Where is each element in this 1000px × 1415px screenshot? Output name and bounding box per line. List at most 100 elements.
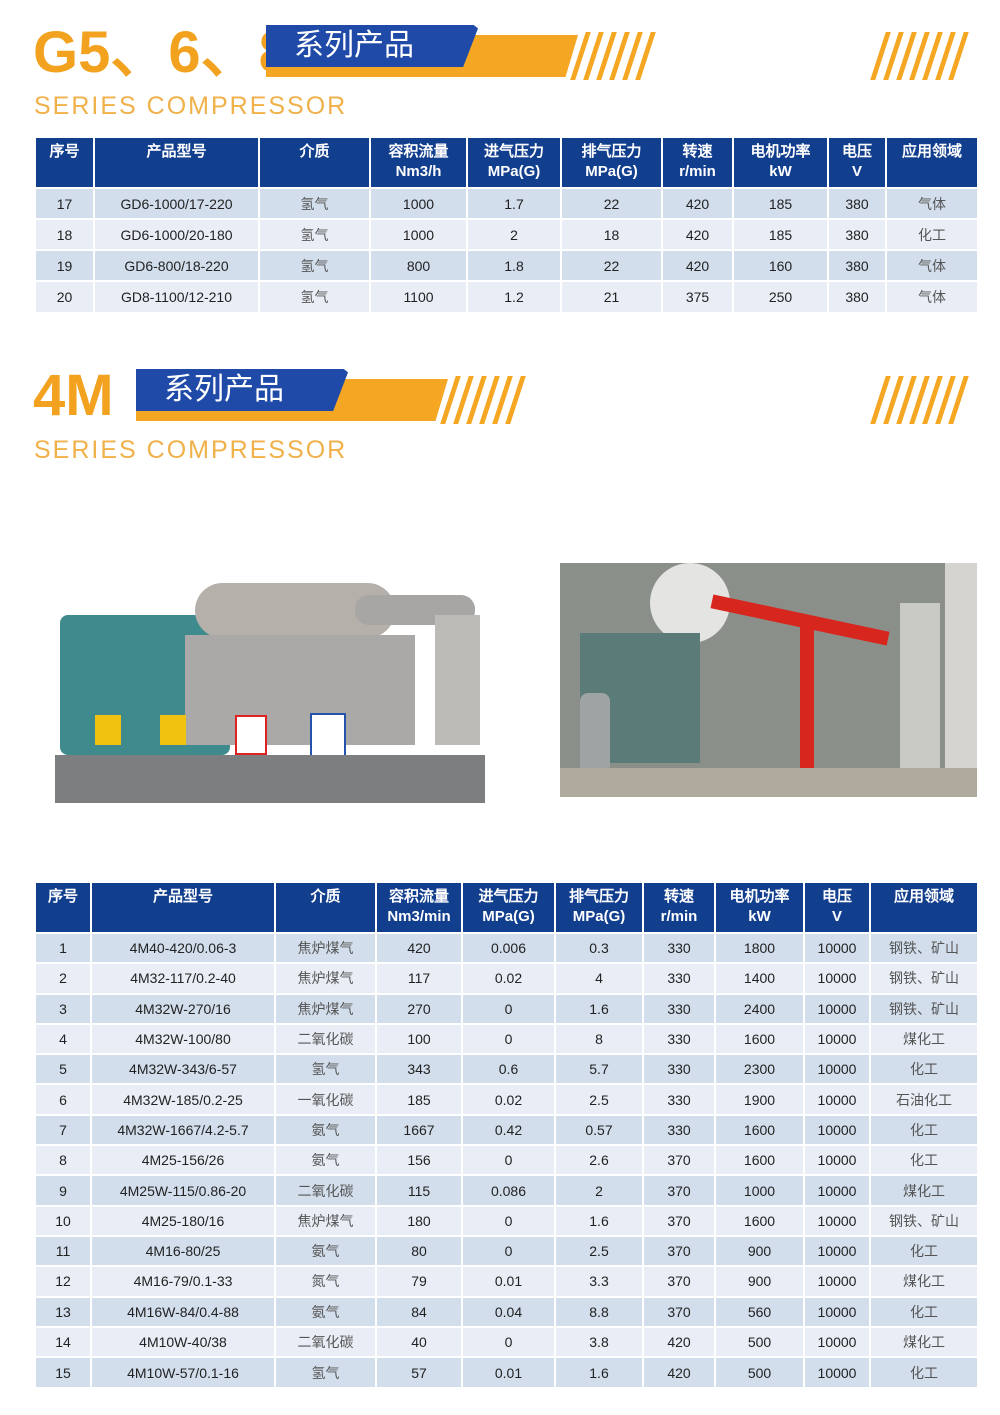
table-cell: 焦炉煤气 <box>275 1204 377 1236</box>
section1-band-label: 系列产品 <box>266 25 478 67</box>
table-cell: 21 <box>561 280 663 312</box>
column-header: 进气压力 MPa(G) <box>467 138 562 188</box>
table-cell: 1.7 <box>467 187 562 219</box>
section1-title: G5、6、8 <box>33 20 291 85</box>
table-cell: 氨气 <box>275 1295 377 1327</box>
table-cell: 10000 <box>804 1356 871 1388</box>
table-cell: 4M10W-57/0.1-16 <box>91 1356 276 1388</box>
column-header: 应用领域 <box>870 883 979 933</box>
table-cell: 84 <box>376 1295 463 1327</box>
table-row: 4 4M32W-100/80 二氧化碳 100 0 8 330 1600 10000 煤化工 <box>36 1022 979 1055</box>
table-cell: 250 <box>733 280 829 312</box>
table-cell: 1000 <box>370 187 468 219</box>
table-cell: 2 <box>36 962 92 994</box>
table-cell: 氢气 <box>259 280 371 312</box>
table-row: 10 4M25-180/16 焦炉煤气 180 0 1.6 370 1600 10000 钢铁、矿… <box>36 1204 979 1236</box>
table-cell: 7 <box>36 1113 92 1146</box>
table-cell: 9 <box>36 1174 92 1206</box>
table-cell: 0 <box>462 1144 556 1176</box>
table-cell: 4M16W-84/0.4-88 <box>91 1295 276 1327</box>
column-header: 容积流量 Nm3/min <box>376 883 463 933</box>
table-cell: 185 <box>376 1083 463 1115</box>
column-header: 电机功率 kW <box>715 883 805 933</box>
column-header: 介质 <box>259 138 371 188</box>
table-cell: 4M32W-185/0.2-25 <box>91 1083 276 1115</box>
table-cell: 4M16-79/0.1-33 <box>91 1265 276 1297</box>
table-cell: 氨气 <box>275 1234 377 1267</box>
table-cell: 煤化工 <box>870 1265 979 1297</box>
table-cell: 1600 <box>715 1144 805 1176</box>
table-cell: 6 <box>36 1083 92 1115</box>
table-cell: 22 <box>561 187 663 219</box>
table-cell: 18 <box>561 218 663 250</box>
header-row: 序号 产品型号 介质 容积流量 Nm3/h 进气压力 MPa(G) 排气压力 MPa(G) 转速 r… <box>36 138 979 188</box>
table-row: 5 4M32W-343/6-57 氢气 343 0.6 5.7 330 2300 10000 化工 <box>36 1053 979 1085</box>
table-cell: 1600 <box>715 1022 805 1055</box>
table-cell: 330 <box>643 962 716 994</box>
table-cell: 1000 <box>370 218 468 250</box>
table-cell: 0.6 <box>462 1053 556 1085</box>
table-cell: 10000 <box>804 962 871 994</box>
table-cell: 0.3 <box>555 931 644 964</box>
table-cell: 2400 <box>715 992 805 1024</box>
table-cell: 1900 <box>715 1083 805 1115</box>
decorative-stripes <box>870 376 969 424</box>
table-row: 1 4M40-420/0.06-3 焦炉煤气 420 0.006 0.3 330 1800 10… <box>36 931 979 964</box>
table-cell: 10 <box>36 1204 92 1236</box>
table-cell: 8 <box>555 1022 644 1055</box>
table-row: 19 GD6-800/18-220 氢气 800 1.8 22 420 160 380 气体 <box>36 249 979 281</box>
table-cell: 370 <box>643 1144 716 1176</box>
table-cell: GD6-1000/17-220 <box>94 187 260 219</box>
table-cell: 1.6 <box>555 1204 644 1236</box>
table-cell: 0 <box>462 1022 556 1055</box>
table-cell: 化工 <box>870 1295 979 1327</box>
table-cell: 0 <box>462 1325 556 1358</box>
table-cell: 4M32W-270/16 <box>91 992 276 1024</box>
table-cell: 钢铁、矿山 <box>870 931 979 964</box>
table-cell: 4 <box>36 1022 92 1055</box>
table-cell: 420 <box>643 1356 716 1388</box>
table-cell: 10000 <box>804 931 871 964</box>
compressor-photo-left <box>55 575 485 803</box>
section1-subtitle: SERIES COMPRESSOR <box>34 92 348 120</box>
table-cell: 57 <box>376 1356 463 1388</box>
table-cell: 330 <box>643 1083 716 1115</box>
table-row: 11 4M16-80/25 氨气 80 0 2.5 370 900 10000 化工 <box>36 1234 979 1267</box>
decorative-stripes <box>870 32 969 80</box>
compressor-photo-right <box>560 563 977 797</box>
column-header: 电机功率 kW <box>733 138 829 188</box>
column-header: 排气压力 MPa(G) <box>561 138 663 188</box>
table-cell: 气体 <box>886 187 979 219</box>
table-cell: 560 <box>715 1295 805 1327</box>
table-cell: 气体 <box>886 249 979 281</box>
table-cell: GD8-1100/12-210 <box>94 280 260 312</box>
column-header: 排气压力 MPa(G) <box>555 883 644 933</box>
table-cell: 1667 <box>376 1113 463 1146</box>
table-cell: 370 <box>643 1295 716 1327</box>
table-cell: 2.6 <box>555 1144 644 1176</box>
table-cell: 420 <box>376 931 463 964</box>
table-row: 17 GD6-1000/17-220 氢气 1000 1.7 22 420 185 380 气体 <box>36 187 979 219</box>
table-row: 7 4M32W-1667/4.2-5.7 氨气 1667 0.42 0.57 330 1600… <box>36 1113 979 1146</box>
table-cell: 500 <box>715 1356 805 1388</box>
section2-band: 系列产品 <box>136 369 448 421</box>
table-cell: 氢气 <box>259 249 371 281</box>
table-cell: GD6-800/18-220 <box>94 249 260 281</box>
table-cell: 370 <box>643 1234 716 1267</box>
table-cell: 钢铁、矿山 <box>870 962 979 994</box>
table-cell: 10000 <box>804 1083 871 1115</box>
table-cell: 4M32-117/0.2-40 <box>91 962 276 994</box>
table-cell: 900 <box>715 1265 805 1297</box>
table-cell: 4M32W-343/6-57 <box>91 1053 276 1085</box>
table-cell: 500 <box>715 1325 805 1358</box>
table-row: 15 4M10W-57/0.1-16 氢气 57 0.01 1.6 420 500 10000 化… <box>36 1356 979 1388</box>
column-header: 产品型号 <box>94 138 260 188</box>
table-cell: 2 <box>555 1174 644 1206</box>
table-cell: 化工 <box>870 1053 979 1085</box>
table-cell: 370 <box>643 1174 716 1206</box>
column-header: 容积流量 Nm3/h <box>370 138 468 188</box>
table-cell: 10000 <box>804 1144 871 1176</box>
column-header: 序号 <box>36 883 92 933</box>
table-cell: 化工 <box>870 1144 979 1176</box>
table-cell: 330 <box>643 931 716 964</box>
